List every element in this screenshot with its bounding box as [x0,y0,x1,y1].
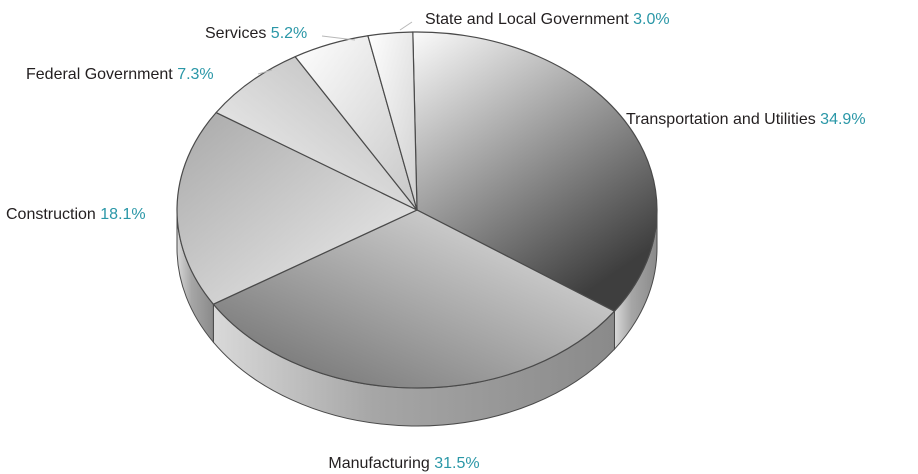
leader-line-state-and-local-government [399,21,413,31]
label-services: Services 5.2% [205,25,307,42]
label-category-transportation-and-utilities: Transportation and Utilities [626,111,820,128]
label-value-services: 5.2% [271,25,307,42]
slice-federal-government [215,56,418,211]
leader-line-federal-government [257,69,273,75]
label-federal-government: Federal Government 7.3% [26,66,214,83]
label-category-federal-government: Federal Government [26,66,177,83]
label-value-state-and-local-government: 3.0% [633,11,669,28]
slice-manufacturing [212,209,616,389]
label-construction: Construction 18.1% [6,206,146,223]
slice-labels: Transportation and Utilities 34.9% Manufa… [6,11,866,472]
leader-line-services [321,35,356,41]
pie-slices [176,31,658,389]
slice-transportation-and-utilities [412,31,658,312]
label-manufacturing: Manufacturing 31.5% [328,455,479,472]
label-value-federal-government: 7.3% [177,66,213,83]
slice-construction [176,111,418,305]
label-category-manufacturing: Manufacturing [328,455,434,472]
label-transportation-and-utilities: Transportation and Utilities 34.9% [626,111,866,128]
label-category-construction: Construction [6,206,100,223]
label-category-services: Services [205,25,271,42]
label-category-state-and-local-government: State and Local Government [425,11,633,28]
label-value-transportation-and-utilities: 34.9% [820,111,865,128]
slice-state-and-local-government [367,31,418,211]
label-value-construction: 18.1% [100,206,145,223]
label-value-manufacturing: 31.5% [434,455,479,472]
label-state-and-local-government: State and Local Government 3.0% [425,11,670,28]
leader-lines [257,21,413,75]
